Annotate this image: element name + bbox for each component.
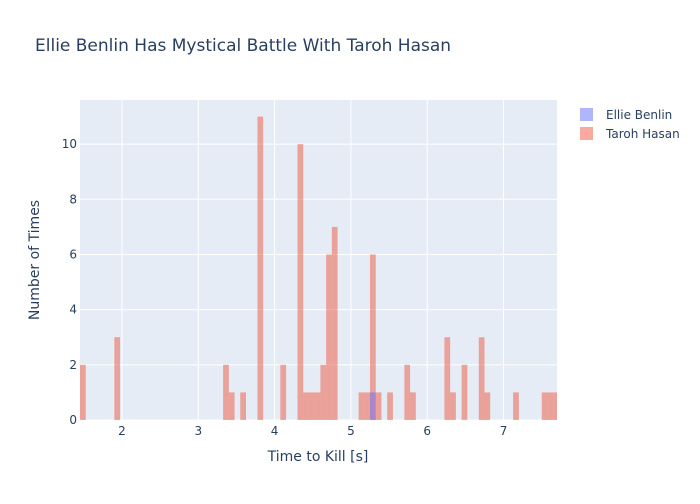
bar-taroh-hasan[interactable]: [553, 392, 557, 420]
bar-taroh-hasan[interactable]: [228, 392, 235, 420]
y-tick-label: 8: [69, 192, 77, 206]
bar-taroh-hasan[interactable]: [461, 364, 468, 420]
x-tick-label: 4: [271, 424, 279, 438]
bar-taroh-hasan[interactable]: [375, 392, 382, 420]
bar-taroh-hasan[interactable]: [314, 392, 321, 420]
bar-taroh-hasan[interactable]: [280, 364, 287, 420]
bar-taroh-hasan[interactable]: [358, 392, 365, 420]
legend-label-taroh-hasan[interactable]: Taroh Hasan: [605, 127, 680, 141]
bar-taroh-hasan[interactable]: [404, 364, 411, 420]
x-tick-label: 5: [347, 424, 355, 438]
bar-taroh-hasan[interactable]: [450, 392, 456, 420]
bar-taroh-hasan[interactable]: [80, 364, 86, 420]
bar-taroh-hasan[interactable]: [547, 392, 554, 420]
bar-taroh-hasan[interactable]: [410, 392, 416, 420]
bar-taroh-hasan[interactable]: [303, 392, 309, 420]
legend-label-ellie-benlin[interactable]: Ellie Benlin: [606, 108, 672, 122]
bar-taroh-hasan[interactable]: [484, 392, 491, 420]
y-tick-label: 10: [62, 137, 77, 151]
bar-taroh-hasan[interactable]: [444, 337, 451, 420]
y-tick-label: 0: [69, 413, 77, 427]
x-axis-ticks: 2 3 4 5 6 7: [118, 424, 507, 438]
bar-taroh-hasan[interactable]: [513, 392, 519, 420]
x-tick-label: 3: [194, 424, 202, 438]
x-axis-label: Time to Kill [s]: [267, 449, 369, 465]
plot-area: [80, 100, 557, 420]
bar-taroh-hasan[interactable]: [370, 254, 376, 420]
y-axis-label: Number of Times: [27, 200, 43, 320]
bar-taroh-hasan[interactable]: [240, 392, 246, 420]
bar-taroh-hasan[interactable]: [114, 337, 121, 420]
bar-ellie-benlin[interactable]: [370, 392, 376, 420]
x-tick-label: 7: [500, 424, 508, 438]
bar-taroh-hasan[interactable]: [541, 392, 548, 420]
y-axis-ticks: 0 2 4 6 8 10: [62, 137, 77, 427]
bar-taroh-hasan[interactable]: [257, 116, 264, 420]
bar-taroh-hasan[interactable]: [364, 392, 371, 420]
bar-taroh-hasan[interactable]: [297, 144, 304, 420]
legend: Ellie Benlin Taroh Hasan: [580, 108, 680, 141]
grid-lines: [80, 100, 557, 421]
legend-swatch-taroh-hasan[interactable]: [580, 127, 593, 140]
chart-title: Ellie Benlin Has Mystical Battle With Ta…: [35, 36, 451, 56]
bar-taroh-hasan[interactable]: [478, 337, 485, 420]
bar-taroh-hasan[interactable]: [331, 226, 338, 420]
bar-taroh-hasan[interactable]: [387, 392, 393, 420]
x-tick-label: 6: [423, 424, 431, 438]
bars: [80, 116, 557, 420]
y-tick-label: 6: [69, 247, 77, 261]
bar-taroh-hasan[interactable]: [320, 364, 327, 420]
x-tick-label: 2: [118, 424, 126, 438]
bar-taroh-hasan[interactable]: [308, 392, 315, 420]
bar-taroh-hasan[interactable]: [223, 364, 229, 420]
y-tick-label: 4: [69, 303, 77, 317]
legend-swatch-ellie-benlin[interactable]: [580, 108, 593, 121]
y-tick-label: 2: [69, 358, 77, 372]
bar-taroh-hasan[interactable]: [326, 254, 332, 420]
